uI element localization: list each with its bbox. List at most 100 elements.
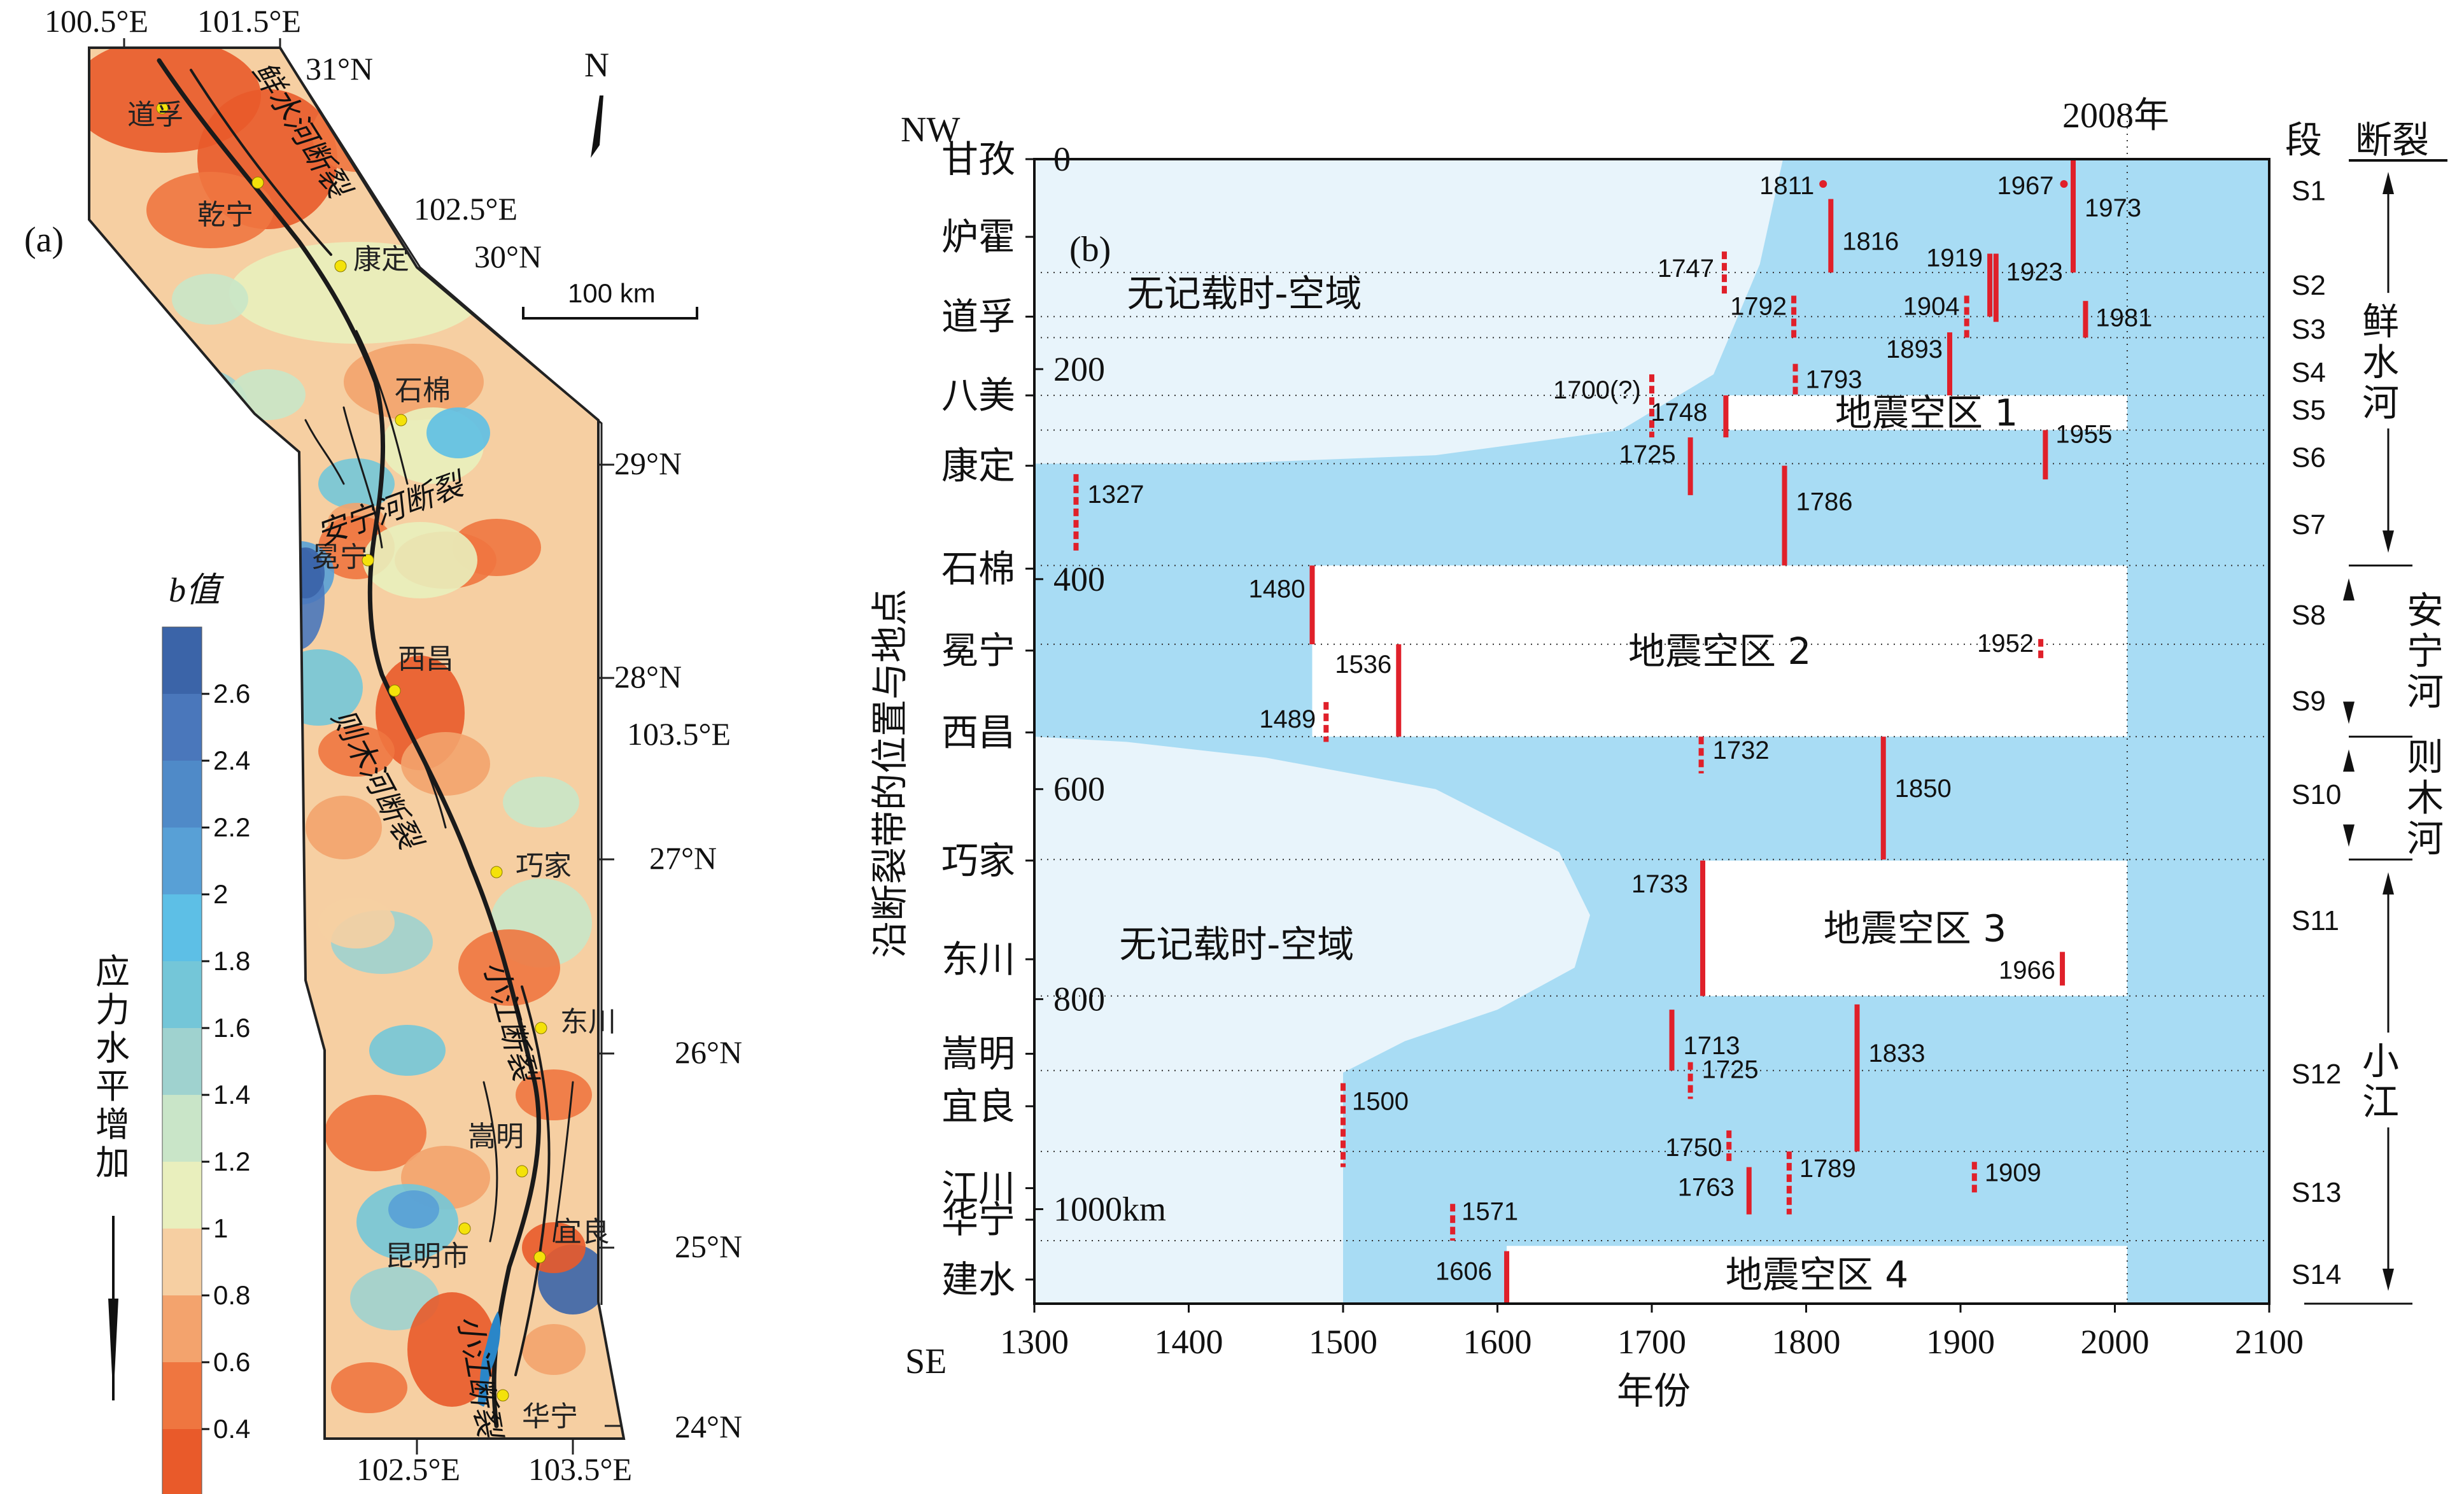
seismic-gap-label: 地震空区 1 <box>1835 391 2018 434</box>
x-axis-label: 年份 <box>1617 1369 1691 1413</box>
legend-swatch <box>162 1028 202 1095</box>
seismic-gap-box <box>1507 1246 2127 1304</box>
x-tick-label: 1700 <box>1617 1323 1686 1361</box>
place-dot <box>496 1389 509 1402</box>
place-label: 建水 <box>941 1258 1015 1301</box>
arrow-head-icon <box>2343 749 2355 772</box>
event-year-label: 1489 <box>1259 705 1316 733</box>
panel-b-label: (b) <box>1069 230 1111 269</box>
unrecorded-region <box>1034 736 1590 1304</box>
place-dot <box>458 1222 471 1235</box>
north-arrow-icon: N <box>584 46 609 158</box>
arrow-head-icon <box>2343 578 2355 601</box>
legend-tick-label: 1.2 <box>213 1146 250 1176</box>
event-year-label: 1786 <box>1796 488 1853 516</box>
event-year-label: 1725 <box>1702 1056 1759 1084</box>
segment-label: S7 <box>2292 509 2326 540</box>
lon-label: 103.5°E <box>627 716 731 752</box>
legend-tick-label: 0.4 <box>213 1414 250 1444</box>
place-label: 康定 <box>941 444 1015 488</box>
y-tick-label: 200 <box>1053 350 1105 388</box>
event-year-label: 1850 <box>1895 775 1952 803</box>
place-dot <box>395 414 407 426</box>
b-value-patch <box>325 1095 426 1171</box>
place-label: 甘孜 <box>941 137 1015 181</box>
segment-label: S11 <box>2292 905 2339 936</box>
no-record-label: 无记载时-空域 <box>1127 272 1362 315</box>
event-year-label: 1967 <box>1997 172 2053 200</box>
x-tick-label: 1400 <box>1155 1323 1223 1361</box>
legend-swatch <box>162 1162 202 1229</box>
place-name: 东川 <box>560 1006 616 1038</box>
legend-swatch <box>162 894 202 961</box>
b-value-patch <box>388 1190 439 1229</box>
legend-swatch <box>162 694 202 761</box>
earthquake-dot <box>2060 180 2068 188</box>
place-label: 江川 <box>941 1167 1015 1210</box>
y-axis-ticks: 0 200 400 600 800 1000km <box>1053 140 1166 1229</box>
stress-arrow-label: 应力水平增加 <box>95 952 130 1183</box>
b-value-patch <box>522 1324 586 1375</box>
x-tick-label: 1600 <box>1463 1323 1532 1361</box>
lon-label: 102.5°E <box>356 1451 460 1487</box>
event-year-label: 1793 <box>1806 366 1862 394</box>
b-value-patch <box>229 369 306 420</box>
place-name: 巧家 <box>516 850 572 882</box>
seismic-gap-box <box>1312 565 2127 737</box>
place-name: 西昌 <box>398 643 454 675</box>
seismic-gap-label: 地震空区 2 <box>1628 630 1811 673</box>
event-year-label: 1811 <box>1759 172 1814 200</box>
x-tick-label: 1500 <box>1309 1323 1377 1361</box>
place-label: 宜良 <box>941 1085 1015 1128</box>
event-year-label: 1792 <box>1730 292 1787 320</box>
place-label: 东川 <box>941 938 1015 981</box>
legend-tick-label: 2.6 <box>213 679 250 708</box>
x-axis-ticks: 1300 1400 1500 1600 1700 1800 1900 2000 2100 <box>1000 1323 2304 1361</box>
place-label: 巧家 <box>941 839 1015 882</box>
place-label: 石棉 <box>941 547 1015 590</box>
lon-label: 100.5°E <box>45 3 148 39</box>
event-year-label: 1725 <box>1619 440 1676 469</box>
svg-text:100 km: 100 km <box>568 278 656 308</box>
place-name: 石棉 <box>395 374 451 407</box>
segment-label: S4 <box>2292 357 2326 388</box>
lon-label: 102.5°E <box>414 191 517 227</box>
graticule-ticks <box>123 38 621 1455</box>
segment-label: S14 <box>2292 1259 2341 1290</box>
legend-frame <box>162 626 202 1494</box>
x-tick-label: 2000 <box>2081 1323 2150 1361</box>
scale-bar: 100 km <box>522 278 698 320</box>
segment-header: 段 <box>2285 118 2322 162</box>
legend-swatch <box>162 761 202 828</box>
legend-swatch <box>162 627 202 694</box>
fault-group-label: 小江 <box>2362 1039 2399 1124</box>
b-value-patch <box>159 369 248 446</box>
y-axis-label: 沿断裂带的位置与地点 <box>868 589 912 958</box>
event-year-label: 1904 <box>1903 292 1960 320</box>
b-value-patch <box>146 172 274 248</box>
event-year-label: 1966 <box>1999 956 2055 984</box>
event-year-label: 1480 <box>1249 575 1306 603</box>
x-tick-label: 1300 <box>1000 1323 1069 1361</box>
b-value-patch <box>331 1362 407 1413</box>
axes <box>1025 158 2270 1313</box>
seismic-gap-box <box>1703 860 2127 996</box>
legend-swatch <box>162 1095 202 1162</box>
place-dot <box>535 1022 547 1034</box>
legend-swatch <box>162 1229 202 1295</box>
place-name: 乾宁 <box>197 199 253 231</box>
panel-a-label: (a) <box>24 220 64 260</box>
event-year-label: 1952 <box>1977 630 2034 658</box>
place-dot <box>516 1165 528 1178</box>
lat-label: 24°N <box>675 1409 742 1444</box>
arrow-head-icon <box>2383 1269 2394 1291</box>
b-value-patch <box>369 1025 446 1076</box>
place-name: 冕宁 <box>312 541 368 574</box>
place-label: 八美 <box>941 374 1015 417</box>
unrecorded-region <box>1034 159 1784 464</box>
segment-label: S13 <box>2292 1177 2341 1208</box>
place-label: 西昌 <box>941 711 1015 754</box>
lat-label: 30°N <box>474 239 542 274</box>
